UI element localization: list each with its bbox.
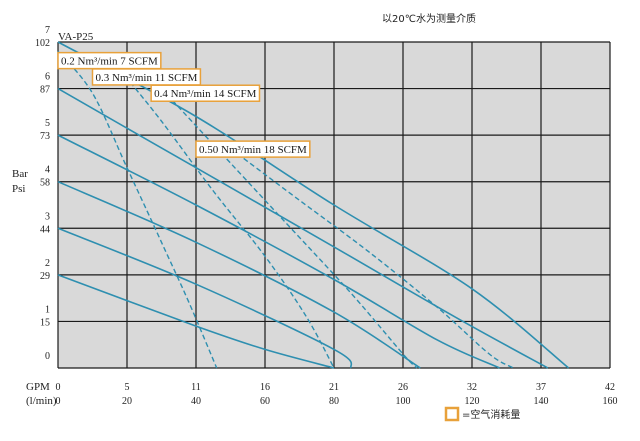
air-consumption-label: 0.3 Nm³/min 11 SCFM [96, 72, 198, 84]
air-consumption-label: 0.50 Nm³/min 18 SCFM [199, 144, 307, 156]
measurement-note: 以20℃水为测量介质 [382, 12, 476, 25]
y-tick-psi: 29 [40, 271, 50, 282]
x-tick-lpm: 120 [465, 396, 480, 407]
x-tick-gpm: 11 [191, 382, 201, 393]
pressure-curve [57, 87, 549, 369]
y-tick-bar: 6 [45, 72, 50, 83]
air-consumption-label-box [150, 84, 261, 102]
pressure-curve [57, 180, 421, 369]
y-tick-psi: 73 [40, 131, 50, 142]
y-tick-bar: 7 [45, 25, 50, 36]
y-axis-unit-psi: Psi [12, 183, 25, 195]
y-tick-psi: 44 [40, 224, 50, 235]
x-tick-lpm: 60 [260, 396, 270, 407]
x-tick-lpm: 40 [191, 396, 201, 407]
air-consumption-curve [236, 153, 514, 369]
y-tick-psi: 15 [40, 317, 50, 328]
air-consumption-label-box [91, 68, 202, 86]
x-tick-gpm: 21 [329, 382, 339, 393]
air-consumption-label: 0.2 Nm³/min 7 SCFM [61, 56, 158, 68]
x-tick-lpm: 0 [56, 396, 61, 407]
x-tick-lpm: 160 [603, 396, 618, 407]
model-label: VA-P25 [58, 31, 94, 43]
y-tick-bar: 0 [45, 351, 50, 362]
x-tick-gpm: 42 [605, 382, 615, 393]
x-tick-lpm: 100 [396, 396, 411, 407]
x-tick-lpm: 20 [122, 396, 132, 407]
air-consumption-label-box [195, 140, 311, 158]
y-tick-psi: 87 [40, 85, 50, 96]
air-consumption-curve [119, 69, 335, 369]
pressure-curve [57, 134, 500, 369]
x-tick-gpm: 16 [260, 382, 270, 393]
air-consumption-label: 0.4 Nm³/min 14 SCFM [154, 88, 257, 100]
y-tick-bar: 3 [45, 211, 50, 222]
x-axis-unit-lpm: (l/min) [26, 395, 57, 407]
x-tick-lpm: 140 [534, 396, 549, 407]
air-consumption-curve [57, 50, 218, 369]
y-tick-bar: 2 [45, 258, 50, 269]
y-tick-psi: 102 [35, 38, 50, 49]
x-tick-gpm: 26 [398, 382, 408, 393]
x-tick-gpm: 0 [56, 382, 61, 393]
legend-label: =空气消耗量 [462, 408, 520, 421]
x-tick-gpm: 37 [536, 382, 546, 393]
y-tick-bar: 4 [45, 165, 50, 176]
pressure-curve [57, 274, 335, 369]
x-axis-unit-gpm: GPM [26, 381, 50, 393]
y-tick-bar: 1 [45, 304, 50, 315]
pressure-curve [57, 41, 570, 369]
y-axis-unit-bar: Bar [12, 168, 28, 180]
x-tick-lpm: 80 [329, 396, 339, 407]
legend-swatch [444, 406, 460, 422]
x-tick-gpm: 32 [467, 382, 477, 393]
y-tick-bar: 5 [45, 118, 50, 129]
x-tick-gpm: 5 [125, 382, 130, 393]
y-tick-psi: 58 [40, 178, 50, 189]
pressure-curve [57, 227, 353, 369]
